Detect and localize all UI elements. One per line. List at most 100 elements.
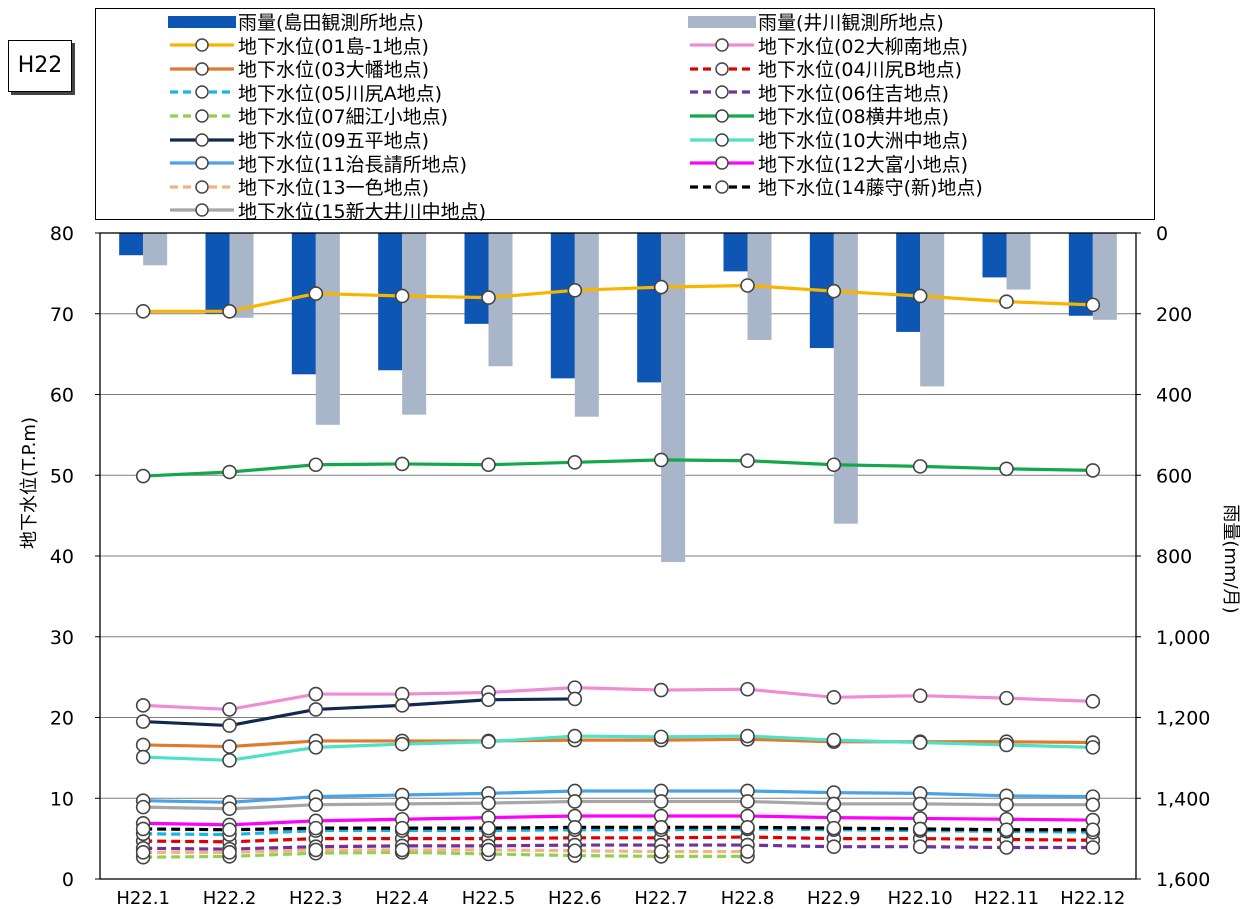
data-point [1085,840,1101,855]
data-point [308,842,324,858]
y-left-tick-label: 0 [62,869,74,891]
series-line [143,850,748,859]
data-point [826,283,842,299]
data-point [1085,797,1101,813]
legend-item: 雨量(島田観測所地点) [168,10,424,34]
legend-bar-swatch [688,15,756,28]
legend-label: 地下水位(01島-1地点) [238,35,429,58]
legend-line-swatch [170,85,234,100]
data-point [912,839,928,855]
data-point [999,461,1014,477]
series-line [143,734,1093,762]
data-point [999,840,1014,855]
legend-label: 地下水位(05川尻A地点) [238,82,442,105]
data-point [740,820,755,835]
data-point [1085,822,1101,838]
x-tick-label: H22.6 [548,888,602,909]
data-point [135,698,151,713]
y-left-tick-label: 40 [50,546,74,568]
data-point [222,845,237,860]
legend-line-swatch [690,156,754,170]
legend-line-swatch [690,179,754,194]
legend-item: 雨量(井川観測所地点) [688,10,944,34]
data-point [826,457,842,473]
legend-item: 地下水位(07細江小地点) [168,104,448,128]
rainfall-bars [119,233,1117,563]
data-point [135,799,151,815]
legend-label: 地下水位(04川尻B地点) [758,59,963,82]
data-point [912,735,928,750]
data-point [481,692,496,708]
data-point [481,734,496,750]
y-left-tick-label: 10 [50,788,74,810]
data-point [222,464,237,480]
y-left-tick-label: 60 [50,385,74,407]
rainfall-bar [119,233,144,256]
legend-item: 地下水位(09五平地点) [168,128,430,152]
data-point [567,843,583,859]
legend-line-swatch [170,109,234,123]
legend-line-swatch [690,85,754,100]
rainfall-bar [833,233,858,524]
y-left-tick-label: 50 [50,465,74,487]
data-point [394,842,410,858]
data-point [394,736,410,752]
y-right-tick-label: 1,200 [1156,708,1210,730]
x-tick-label: H22.5 [462,888,516,909]
rainfall-bar [205,233,230,314]
data-point [653,729,669,745]
legend-item: 地下水位(04川尻B地点) [688,57,963,82]
data-point [308,686,324,702]
y-axis-right-title: 雨量(mm/月) [1220,504,1241,614]
series-line [143,827,1093,837]
legend-item: 地下水位(15新大井川中地点) [168,199,486,223]
legend-label: 雨量(島田観測所地点) [238,12,424,34]
data-point [999,737,1014,753]
data-point [912,796,928,812]
legend-line-swatch [170,38,234,52]
y-right-tick-label: 1,600 [1156,869,1210,891]
legend-item: 地下水位(13一色地点) [168,175,429,199]
data-point [912,459,928,474]
data-point [999,797,1014,813]
series-line [143,814,1093,827]
legend-label: 地下水位(09五平地点) [238,130,430,152]
data-point [999,822,1014,838]
legend-line-swatch [690,61,754,76]
rainfall-bar [574,233,599,417]
legend-label: 地下水位(11治長請所地点) [238,153,468,176]
series-line [143,697,575,728]
data-point [222,752,237,768]
groundwater-lines [135,278,1101,865]
data-point [222,702,237,717]
legend-label: 地下水位(06住吉地点) [758,82,950,105]
legend-item: 地下水位(14藤守(新)地点) [688,175,983,199]
legend-line-swatch [170,203,234,218]
legend-line-swatch [170,132,234,147]
data-point [567,283,583,298]
rainfall-bar [291,233,316,375]
legend-line-swatch [690,38,754,52]
x-tick-label: H22.11 [974,888,1039,909]
series-line [143,686,1093,712]
series-line [143,799,1093,811]
legend-label: 雨量(井川観測所地点) [758,12,944,34]
series-line [143,835,1093,844]
rainfall-bar [920,233,945,387]
legend-line-swatch [170,179,234,194]
legend: 雨量(島田観測所地点) 雨量(井川観測所地点) 地下水位(01島-1地点) 地下水位(… [95,8,1155,223]
data-point [912,288,928,304]
y-left-tick-label: 30 [50,627,74,649]
rainfall-bar [896,233,921,332]
legend-item: 地下水位(06住吉地点) [688,81,950,105]
legend-item: 地下水位(05川尻A地点) [168,81,442,105]
rainfall-bar [464,233,489,324]
legend-label: 地下水位(03大幡地点) [238,59,430,82]
data-point [222,739,237,754]
x-tick-label: H22.1 [116,888,170,909]
y-right-tick-label: 800 [1156,546,1192,568]
x-tick-label: H22.12 [1060,888,1125,909]
data-point [826,839,842,855]
rainfall-bar [637,233,662,383]
